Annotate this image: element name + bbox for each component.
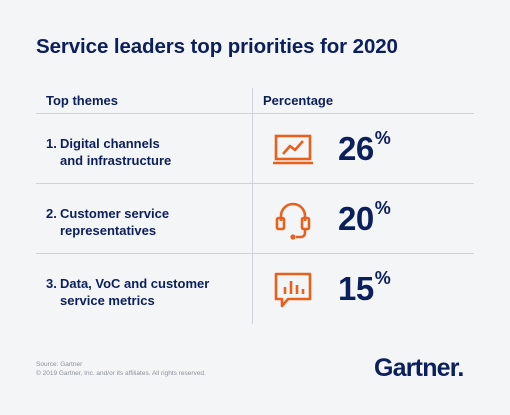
table-header: Top themes Percentage bbox=[36, 88, 474, 114]
speech-bubble-chart-icon bbox=[274, 272, 312, 308]
monitor-chart-icon bbox=[273, 134, 313, 165]
source-note: Source: Gartner © 2019 Gartner, Inc. and… bbox=[36, 360, 206, 378]
percentage-value: 26% bbox=[338, 128, 391, 167]
table-row: 3. Data, VoC and customer service metrics… bbox=[36, 254, 474, 323]
header-top-themes: Top themes bbox=[46, 93, 118, 108]
table-row: 2. Customer service representatives 20% bbox=[36, 184, 474, 254]
column-divider bbox=[252, 88, 253, 324]
percentage-value: 15% bbox=[338, 268, 391, 307]
percentage-value: 20% bbox=[338, 198, 391, 237]
header-percentage: Percentage bbox=[263, 93, 334, 108]
theme-label: 3. Data, VoC and customer service metrics bbox=[46, 276, 210, 308]
gartner-logo: Gartner. bbox=[374, 354, 464, 382]
priorities-table: Top themes Percentage 1. Digital channels… bbox=[36, 88, 474, 324]
chart-title: Service leaders top priorities for 2020 bbox=[36, 35, 398, 58]
headset-icon bbox=[275, 202, 311, 240]
theme-label: 1. Digital channels and infrastructure bbox=[46, 136, 172, 168]
copyright-text: © 2019 Gartner, Inc. and/or its affiliat… bbox=[36, 370, 206, 377]
source-text: Source: Gartner bbox=[36, 361, 83, 368]
table-row: 1. Digital channels and infrastructure 26… bbox=[36, 114, 474, 184]
theme-label: 2. Customer service representatives bbox=[46, 206, 170, 238]
